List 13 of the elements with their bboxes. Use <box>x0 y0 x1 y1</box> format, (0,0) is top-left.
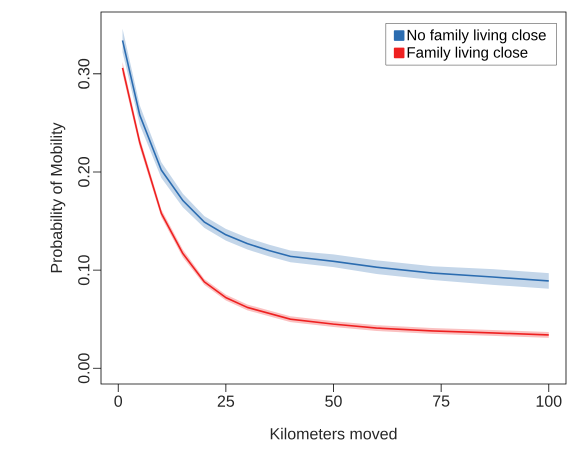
x-tick-label: 0 <box>114 396 122 407</box>
x-tick-label: 25 <box>218 396 234 407</box>
y-axis-title: Probability of Mobility <box>50 122 66 272</box>
x-tick-label: 75 <box>433 396 450 407</box>
x-tick-label: 50 <box>325 396 342 407</box>
legend-label: No family living close <box>408 29 546 44</box>
legend-label: Family living close <box>408 46 528 61</box>
x-axis-title: Kilometers moved <box>270 428 396 440</box>
y-tick-label: 0.20 <box>78 157 90 187</box>
y-tick-label: 0.00 <box>78 353 90 384</box>
x-tick-label: 100 <box>536 396 562 407</box>
y-tick-label: 0.30 <box>78 58 90 89</box>
y-tick-label: 0.10 <box>78 255 90 286</box>
